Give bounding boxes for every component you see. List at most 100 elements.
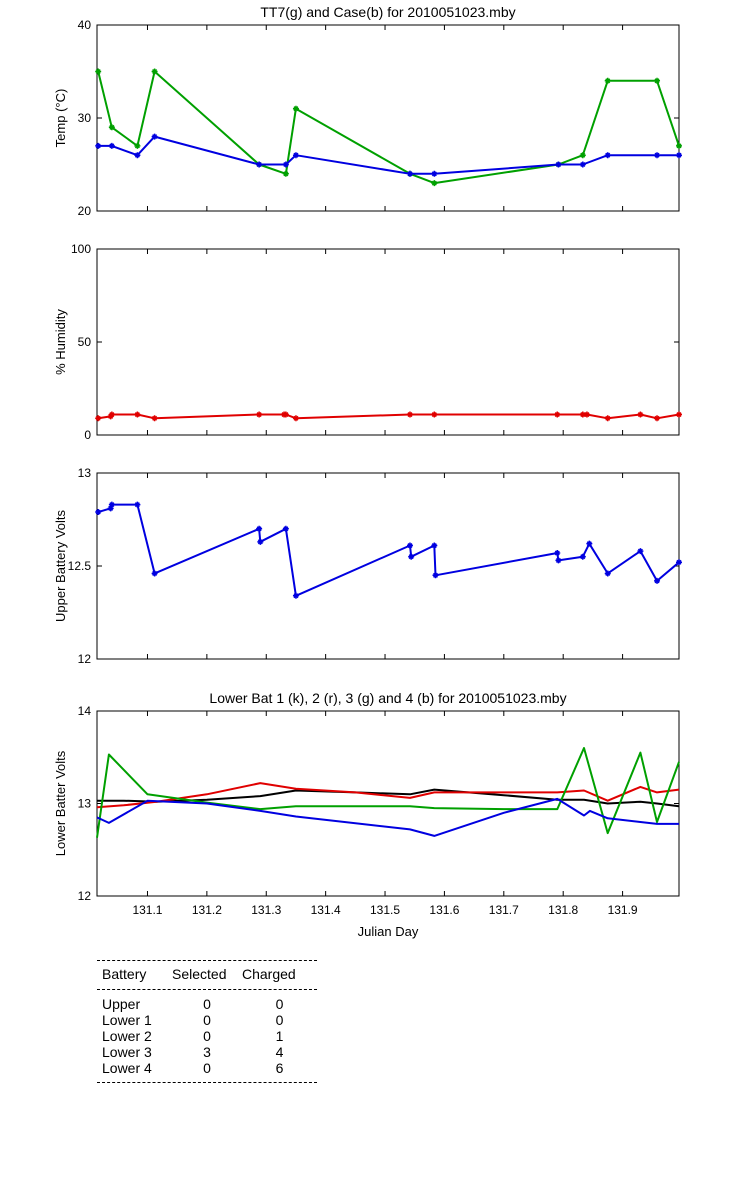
table-header-rule: [97, 989, 317, 990]
data-point: [151, 68, 158, 75]
plot-frame: [96, 710, 680, 897]
y-tick-label: 13: [78, 466, 92, 480]
data-point: [406, 542, 413, 549]
y-axis-label: % Humidity: [53, 309, 68, 375]
data-point: [151, 133, 158, 140]
data-point: [406, 170, 413, 177]
table-row: Lower 4 0 6: [102, 1060, 317, 1076]
y-tick-label: 12: [78, 652, 92, 666]
x-tick-label: 131.3: [251, 903, 281, 917]
cell-selected: 0: [203, 1028, 211, 1044]
data-point: [654, 577, 661, 584]
series-line: [96, 747, 680, 838]
data-point: [108, 501, 115, 508]
chart-figure: 20 30 40 TT7(g) and Case(b) for 2010051023.…: [53, 4, 682, 939]
data-point: [256, 525, 263, 532]
data-point: [604, 152, 611, 159]
cell-charged: 1: [275, 1028, 284, 1044]
y-tick-label: 13: [78, 797, 92, 811]
data-point: [676, 559, 682, 566]
series-line: [97, 788, 680, 808]
y-tick-label: 30: [78, 111, 92, 125]
cell-charged: 0: [275, 996, 284, 1012]
y-tick-label: 100: [71, 242, 91, 256]
data-point: [151, 570, 158, 577]
y-axis-label: Upper Battery Volts: [53, 510, 68, 622]
header-selected: Selected: [172, 966, 227, 982]
table-row: Upper 0 0: [102, 996, 317, 1012]
cell-charged: 4: [275, 1044, 284, 1060]
series-line: [96, 797, 679, 837]
plot-frame: [96, 24, 680, 212]
cell-battery: Lower 1: [102, 1012, 152, 1028]
header-charged: Charged: [242, 966, 296, 982]
data-point: [654, 152, 661, 159]
data-point: [256, 411, 263, 418]
data-point: [555, 557, 562, 564]
data-point: [282, 170, 289, 177]
cell-charged: 6: [275, 1060, 284, 1076]
data-point: [107, 505, 114, 512]
data-point: [134, 411, 141, 418]
data-point: [95, 142, 102, 149]
data-point: [431, 170, 438, 177]
y-tick-label: 12: [78, 889, 92, 903]
x-tick-label: 131.7: [489, 903, 519, 917]
y-axis-label: Lower Batter Volts: [53, 750, 68, 856]
chart-title: TT7(g) and Case(b) for 2010051023.mby: [260, 4, 515, 20]
plot-frame: [96, 248, 680, 436]
table-top-rule: [97, 960, 317, 961]
data-point: [676, 152, 682, 159]
data-point: [579, 553, 586, 560]
data-point: [282, 411, 289, 418]
data-point: [95, 509, 102, 516]
cell-charged: 0: [275, 1012, 284, 1028]
chart-title: Lower Bat 1 (k), 2 (r), 3 (g) and 4 (b) …: [209, 690, 566, 706]
x-tick-label: 131.9: [608, 903, 638, 917]
data-point: [604, 77, 611, 84]
x-tick-label: 131.2: [192, 903, 222, 917]
data-point: [292, 415, 299, 422]
plot-frame: [96, 472, 680, 660]
data-point: [554, 549, 561, 556]
cell-battery: Lower 3: [102, 1044, 152, 1060]
data-point: [555, 161, 562, 168]
x-tick-label: 131.1: [132, 903, 162, 917]
data-point: [654, 415, 661, 422]
table-header-row: Battery Selected Charged: [97, 961, 317, 989]
x-axis-label: Julian Day: [358, 924, 419, 939]
data-point: [431, 542, 438, 549]
data-point: [108, 124, 115, 131]
data-point: [257, 538, 264, 545]
cell-battery: Lower 2: [102, 1028, 152, 1044]
data-point: [282, 525, 289, 532]
data-point: [134, 142, 141, 149]
data-point: [579, 161, 586, 168]
data-point: [583, 411, 590, 418]
data-point: [292, 105, 299, 112]
table-row: Lower 1 0 0: [102, 1012, 317, 1028]
cell-selected: 0: [203, 1012, 211, 1028]
data-point: [579, 411, 586, 418]
y-tick-label: 40: [78, 18, 92, 32]
data-point: [108, 142, 115, 149]
data-point: [604, 570, 611, 577]
data-point: [579, 152, 586, 159]
x-tick-label: 131.4: [311, 903, 341, 917]
data-point: [408, 553, 415, 560]
table-body: Upper 0 0 Lower 1 0 0 Lower 2 0 1 Lower …: [97, 990, 317, 1082]
table-row: Lower 2 0 1: [102, 1028, 317, 1044]
data-point: [134, 152, 141, 159]
data-point: [95, 68, 102, 75]
cell-battery: Upper: [102, 996, 141, 1012]
data-point: [637, 548, 644, 555]
x-tick-label: 131.8: [548, 903, 578, 917]
data-point: [108, 411, 115, 418]
data-point: [586, 540, 593, 547]
cell-selected: 0: [203, 1060, 211, 1076]
table-bottom-rule: [97, 1082, 317, 1083]
series-line: [97, 503, 680, 597]
data-point: [654, 77, 661, 84]
data-point: [676, 411, 682, 418]
data-point: [431, 180, 438, 187]
